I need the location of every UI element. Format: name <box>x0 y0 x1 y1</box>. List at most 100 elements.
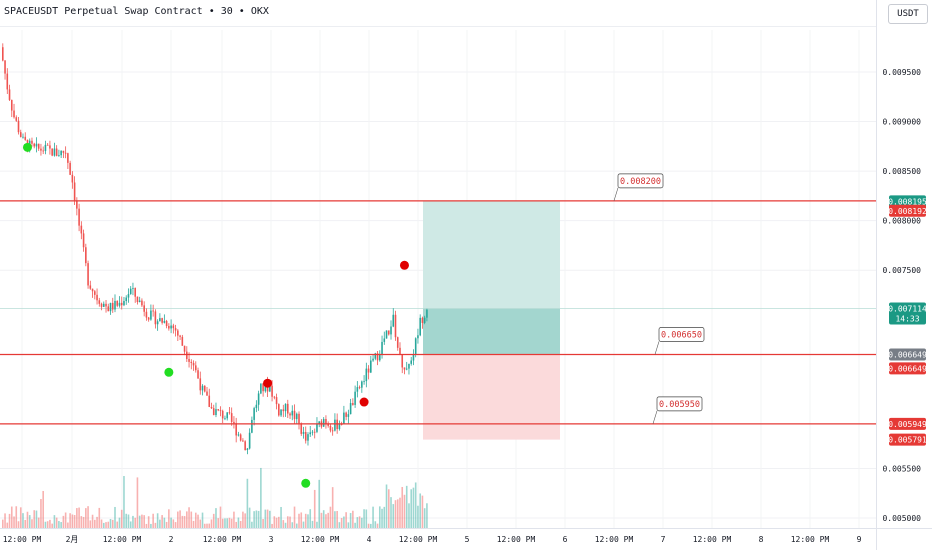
candle-body <box>208 395 211 407</box>
candle-body <box>33 143 36 147</box>
candle-body <box>275 397 278 405</box>
time-axis[interactable]: 12:00 PM 2月 12:00 PM 2 12:00 PM 3 12:00 PM 4 12:… <box>3 535 862 544</box>
time-tick-label: 12:00 PM <box>693 535 732 544</box>
volume-bar <box>246 478 249 528</box>
candle-body <box>271 385 273 397</box>
candle-body <box>8 89 11 100</box>
candle-body <box>417 335 419 339</box>
candle-body <box>325 419 327 424</box>
volume-bar <box>33 510 36 528</box>
volume-bar <box>116 521 119 528</box>
volume-bar <box>107 521 110 528</box>
volume-bar <box>174 522 177 528</box>
volume-bar <box>235 521 237 528</box>
candle-body <box>2 47 4 61</box>
sell-signal-dot <box>359 397 369 407</box>
volume-bar <box>58 521 60 528</box>
candle-body <box>322 419 325 427</box>
level-price-label-bg <box>889 204 926 217</box>
candle-body <box>183 345 186 352</box>
candle-body <box>383 338 386 342</box>
volume-bar <box>381 508 383 528</box>
volume-bar <box>172 519 175 528</box>
volume-bar <box>35 510 38 528</box>
candle-body <box>24 136 27 140</box>
candle-body <box>358 387 361 388</box>
candle-body <box>239 434 242 441</box>
candle-body <box>302 432 305 434</box>
buy-signal-dot <box>22 142 32 152</box>
volume-bar <box>206 523 208 528</box>
candle-body <box>318 421 321 424</box>
candle-body <box>361 381 363 388</box>
candle-body <box>136 296 139 303</box>
volume-bar <box>19 507 22 528</box>
volume-bar <box>28 515 31 528</box>
level-price-label-bg <box>889 362 926 375</box>
volume-bar <box>361 517 363 528</box>
volume-bar <box>316 521 318 528</box>
price-tick-label: 0.007500 <box>882 266 921 275</box>
candle-body <box>405 368 408 370</box>
volume-bar <box>329 506 332 528</box>
candle-body <box>421 317 424 323</box>
candle-body <box>403 367 406 370</box>
volume-bar <box>307 514 309 528</box>
time-tick-label: 12:00 PM <box>301 535 340 544</box>
candle-body <box>120 302 123 306</box>
volume-bar <box>327 512 329 528</box>
volume-bar <box>293 506 296 528</box>
candle-body <box>311 431 314 433</box>
candle-body <box>419 317 421 336</box>
candle-body <box>293 410 296 420</box>
candle-body <box>89 285 92 289</box>
candle-body <box>141 300 143 306</box>
time-tick-label: 3 <box>269 535 274 544</box>
candle-body <box>334 419 336 431</box>
level-callout-label: 0.008200 <box>620 177 661 187</box>
volume-bar <box>262 518 264 528</box>
level-price-label-bg <box>889 348 926 361</box>
volume-bar <box>109 518 112 528</box>
volume-bar <box>138 515 141 528</box>
volume-bar <box>22 513 24 528</box>
time-tick-label: 12:00 PM <box>3 535 42 544</box>
candle-body <box>423 317 426 323</box>
volume-bar <box>394 500 397 528</box>
candle-body <box>76 200 78 209</box>
volume-bar <box>42 490 44 528</box>
candle-body <box>147 317 150 320</box>
candle-body <box>365 368 368 382</box>
candle-body <box>221 410 224 419</box>
candle-body <box>10 99 13 111</box>
level-price-label: 0.006649 <box>888 364 927 373</box>
volume-bar <box>378 506 381 528</box>
price-tick-label: 0.008500 <box>882 167 921 176</box>
candle-body <box>412 354 415 361</box>
volume-bar <box>401 486 404 528</box>
candle-body <box>87 263 89 286</box>
volume-bar <box>64 512 67 528</box>
price-tick-label: 0.005000 <box>882 514 921 523</box>
volume-bar <box>188 507 190 528</box>
currency-selector[interactable]: USDT <box>888 4 928 24</box>
candle-body <box>40 148 42 151</box>
volume-bar <box>392 504 395 528</box>
buy-signal-dot <box>164 367 174 377</box>
candle-body <box>159 318 161 322</box>
candle-body <box>278 404 280 416</box>
volume-bar <box>221 518 224 528</box>
volume-bar <box>387 489 390 528</box>
candle-body <box>217 409 220 411</box>
candle-body <box>426 309 428 318</box>
candle-body <box>327 423 329 426</box>
volume-bar <box>141 514 143 528</box>
price-axis[interactable]: 0.009500 0.009000 0.008500 0.008000 0.007500… <box>882 68 926 523</box>
price-tick-label: 0.009000 <box>882 118 921 127</box>
callout-pointer <box>654 341 660 355</box>
candle-body <box>257 393 260 405</box>
candle-body <box>78 208 80 226</box>
candle-body <box>286 403 289 414</box>
